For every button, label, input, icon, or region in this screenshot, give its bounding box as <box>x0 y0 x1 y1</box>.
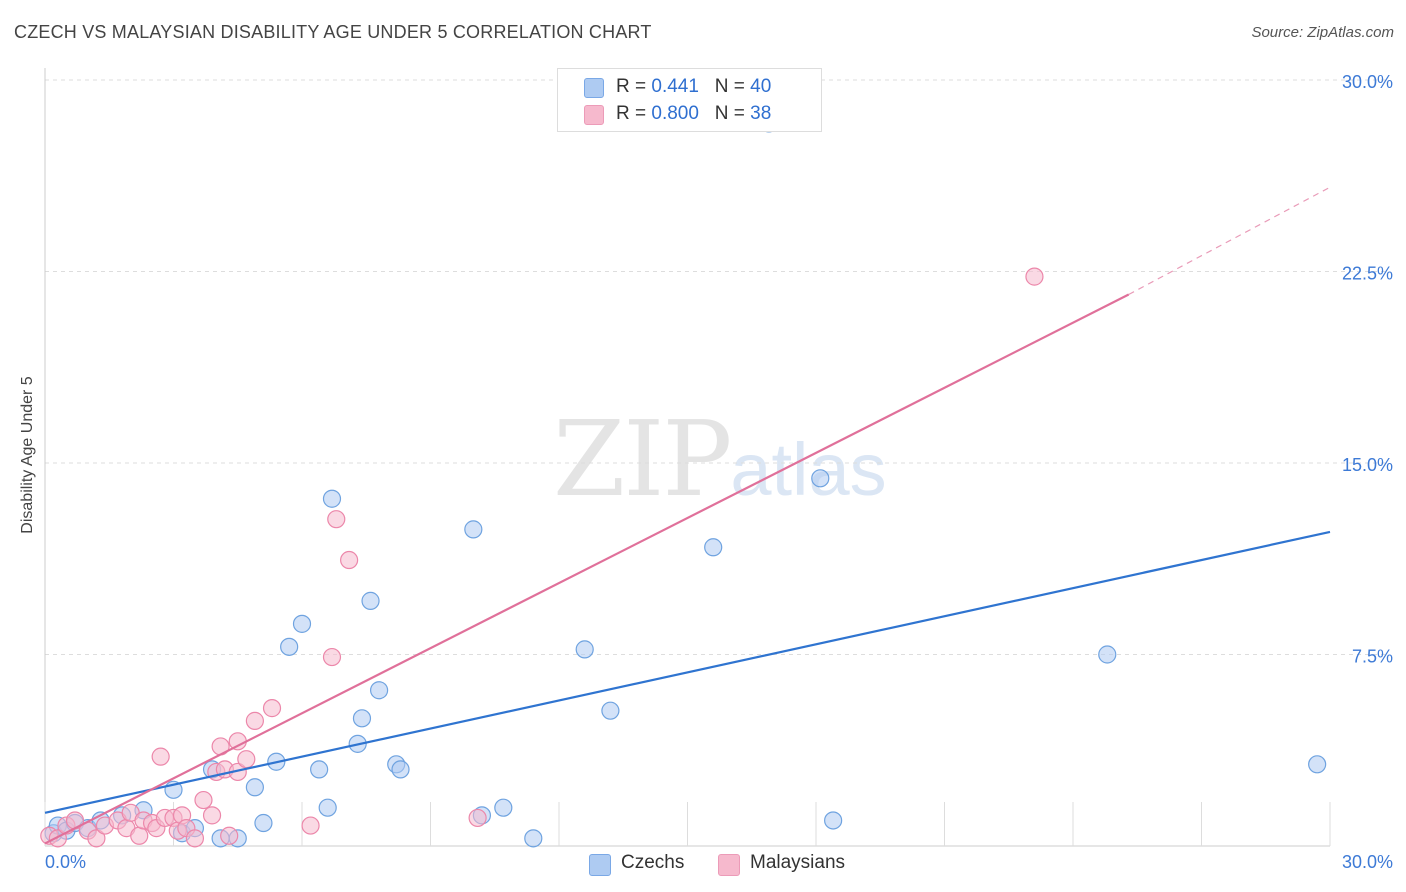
czechs-swatch <box>584 78 604 98</box>
y-tick-label: 22.5% <box>1342 264 1393 284</box>
malaysians-point <box>228 732 247 751</box>
malaysians-point <box>340 550 359 570</box>
malaysians-point <box>301 816 320 835</box>
czechs-point <box>245 778 264 797</box>
watermark-zip: ZIP <box>553 398 732 520</box>
czechs-point <box>352 709 372 728</box>
malaysians-point <box>194 790 213 810</box>
malaysians-point <box>220 826 239 845</box>
y-tick-label: 15.0% <box>1342 455 1393 475</box>
malaysians-trend-line <box>44 293 1130 845</box>
czechs-point <box>811 469 830 488</box>
malaysians-stats: R = 0.800 N = 38 <box>616 103 771 125</box>
r-value: 0.800 <box>651 103 699 124</box>
czechs-legend-label: Czechs <box>621 852 685 873</box>
czechs-point <box>280 637 299 656</box>
malaysians-point <box>87 829 106 848</box>
n-value: 40 <box>750 76 772 97</box>
czechs-point <box>391 760 410 779</box>
czechs-point <box>318 798 337 817</box>
czechs-stats: R = 0.441 N = 40 <box>616 76 771 98</box>
n-value: 38 <box>750 103 772 124</box>
malaysians-point <box>1025 267 1044 286</box>
czechs-point <box>494 798 513 817</box>
czechs-point <box>464 520 483 539</box>
malaysians-point <box>262 699 282 718</box>
malaysians-point <box>202 806 222 825</box>
n-label: N = <box>714 103 751 124</box>
y-tick-label: 7.5% <box>1352 647 1393 667</box>
malaysians-point <box>468 808 487 828</box>
stats-legend: R = 0.441 N = 40 R = 0.800 N = 38 <box>557 68 822 132</box>
r-label: R = <box>616 76 652 97</box>
czechs-point <box>292 614 312 633</box>
czechs-point <box>824 811 843 830</box>
czechs-point <box>1098 645 1117 664</box>
malaysians-point <box>245 711 264 730</box>
malaysians-swatch <box>584 105 604 125</box>
czechs-point <box>575 640 594 659</box>
czechs-trend-line <box>44 530 1331 814</box>
r-label: R = <box>616 103 652 124</box>
czechs-point <box>370 681 389 700</box>
source-label: Source: ZipAtlas.com <box>1251 24 1394 41</box>
malaysians-legend-swatch <box>718 854 740 876</box>
czechs-point <box>361 591 380 610</box>
malaysians-point <box>151 747 170 766</box>
malaysians-point <box>327 510 346 529</box>
czechs-point <box>601 701 620 720</box>
x-tick-label-max: 30.0% <box>1342 852 1393 872</box>
malaysians-point <box>237 750 256 769</box>
czechs-point <box>704 538 723 557</box>
x-tick-label-min: 0.0% <box>45 852 86 872</box>
czechs-point <box>310 760 329 779</box>
malaysians-point <box>130 826 149 845</box>
y-tick-label: 30.0% <box>1342 72 1393 92</box>
czechs-point <box>524 829 543 848</box>
czechs-point <box>254 813 273 833</box>
czechs-point <box>322 489 342 508</box>
malaysians-point <box>322 647 342 667</box>
n-label: N = <box>714 76 751 97</box>
malaysians-trend-extension <box>1128 186 1331 296</box>
malaysians-point <box>185 829 205 848</box>
malaysians-legend-label: Malaysians <box>750 852 846 873</box>
czechs-point <box>1308 755 1327 774</box>
czechs-legend-swatch <box>589 854 611 876</box>
watermark-atlas: atlas <box>730 428 887 511</box>
chart-title: CZECH VS MALAYSIAN DISABILITY AGE UNDER … <box>14 22 652 42</box>
watermark: ZIPatlas <box>553 398 887 520</box>
r-value: 0.441 <box>651 76 699 97</box>
